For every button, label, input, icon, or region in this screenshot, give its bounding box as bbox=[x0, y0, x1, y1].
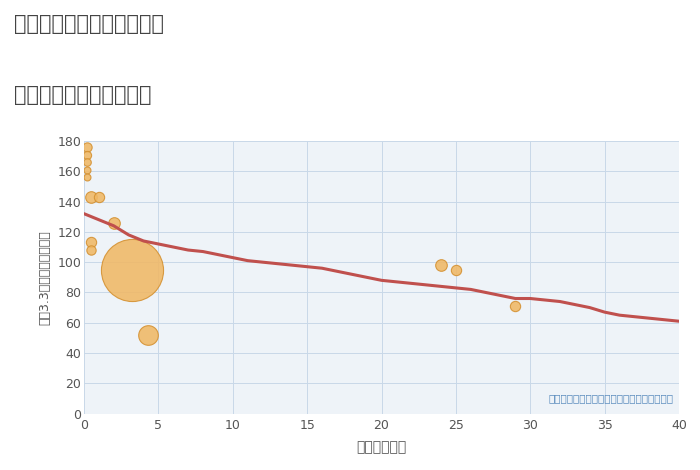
Point bbox=[93, 193, 104, 201]
Point bbox=[435, 261, 447, 269]
Text: 愛知県名古屋市緑区久方の: 愛知県名古屋市緑区久方の bbox=[14, 14, 164, 34]
Text: 築年数別中古戸建て価格: 築年数別中古戸建て価格 bbox=[14, 85, 151, 105]
Point bbox=[81, 143, 92, 151]
Point bbox=[142, 331, 153, 338]
Point bbox=[450, 266, 461, 274]
Y-axis label: 坪（3.3㎡）単価（万円）: 坪（3.3㎡）単価（万円） bbox=[38, 230, 52, 325]
Point bbox=[108, 219, 119, 227]
Point bbox=[81, 158, 92, 166]
X-axis label: 築年数（年）: 築年数（年） bbox=[356, 440, 407, 454]
Point bbox=[86, 239, 97, 246]
Point bbox=[86, 246, 97, 254]
Text: 円の大きさは、取引のあった物件面積を示す: 円の大きさは、取引のあった物件面積を示す bbox=[548, 393, 673, 403]
Point bbox=[81, 173, 92, 181]
Point bbox=[510, 302, 521, 310]
Point bbox=[81, 151, 92, 158]
Point bbox=[81, 166, 92, 173]
Point bbox=[126, 266, 137, 274]
Point bbox=[86, 193, 97, 201]
